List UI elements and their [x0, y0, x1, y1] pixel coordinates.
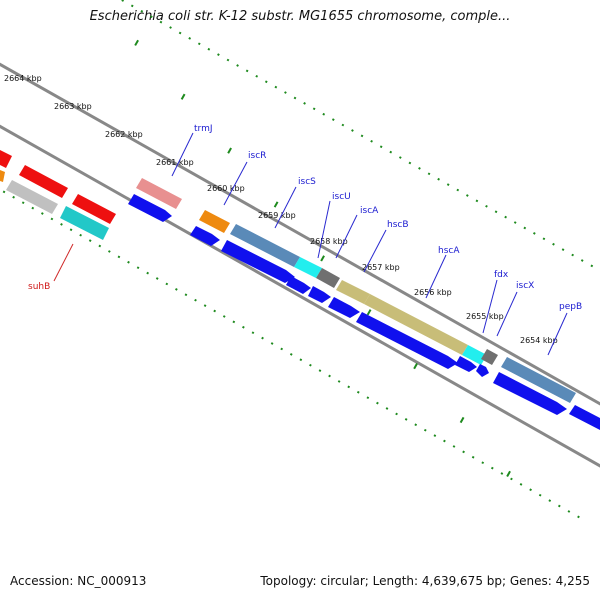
- gene-label-hscB[interactable]: hscB: [387, 220, 409, 230]
- gene-label-iscA[interactable]: iscA: [360, 206, 379, 216]
- gene-features[interactable]: [0, 150, 600, 430]
- leader-line: [482, 279, 498, 334]
- gene-hscA-cds[interactable]: [356, 312, 458, 369]
- inner-dotted-guide: [0, 152, 581, 519]
- leader-line: [496, 291, 518, 337]
- ruler-ticks: [134, 39, 511, 477]
- gene-fdx[interactable]: [462, 345, 487, 365]
- gene-labels[interactable]: trmJ iscR iscS iscU iscA hscB hscA fdx i…: [28, 124, 582, 356]
- gene-iscX-cds[interactable]: [476, 364, 489, 377]
- gene-red-2[interactable]: [72, 194, 116, 224]
- gene-hscB[interactable]: [336, 280, 370, 304]
- backbone-line-inner: [0, 74, 600, 472]
- major-tick: [506, 470, 511, 477]
- gene-iscA[interactable]: [316, 268, 340, 288]
- outer-dotted-guide: [63, 0, 600, 294]
- major-tick: [320, 255, 325, 262]
- gene-iscU-cds[interactable]: [286, 276, 311, 294]
- gene-pepB[interactable]: [501, 357, 576, 403]
- leader-line: [425, 254, 447, 299]
- scale-labels: 2664 kbp 2663 kbp 2662 kbp 2661 kbp 2660…: [4, 74, 558, 345]
- backbone-line-outer: [0, 27, 600, 425]
- major-tick: [227, 147, 232, 154]
- gene-cyan-suhB[interactable]: [60, 206, 109, 240]
- gene-grey-1[interactable]: [6, 180, 58, 214]
- kbp-label: 2660 kbp: [207, 184, 245, 193]
- gene-trmJ[interactable]: [136, 178, 182, 209]
- gene-label-iscU[interactable]: iscU: [332, 192, 351, 202]
- gene-orange-left[interactable]: [0, 170, 5, 182]
- gene-iscR[interactable]: [199, 210, 230, 233]
- gene-iscS-cds[interactable]: [221, 240, 295, 283]
- topology-text: Topology: circular; Length: 4,639,675 bp…: [260, 574, 590, 588]
- kbp-label: 2658 kbp: [310, 237, 348, 246]
- accession-text: Accession: NC_000913: [10, 574, 147, 588]
- kbp-label: 2663 kbp: [54, 102, 92, 111]
- gene-iscA-cds[interactable]: [308, 286, 331, 303]
- gene-hscB-cds[interactable]: [328, 297, 360, 318]
- leader-line: [335, 214, 358, 259]
- major-tick: [366, 309, 372, 316]
- gene-iscU[interactable]: [294, 257, 322, 278]
- gene-label-iscS[interactable]: iscS: [298, 177, 316, 187]
- gene-trmJ-cds[interactable]: [128, 194, 172, 222]
- leader-line: [223, 161, 248, 206]
- gene-label-iscX[interactable]: iscX: [516, 281, 534, 291]
- kbp-label: 2656 kbp: [414, 288, 452, 297]
- gene-iscS[interactable]: [230, 224, 300, 267]
- gene-hscA[interactable]: [364, 294, 468, 355]
- gene-label-iscR[interactable]: iscR: [248, 151, 266, 161]
- gene-red-1[interactable]: [19, 165, 68, 198]
- gene-fdx-cds[interactable]: [455, 356, 477, 372]
- kbp-label: 2659 kbp: [258, 211, 296, 220]
- map-rotated-group: [0, 0, 600, 519]
- leader-line: [274, 186, 297, 229]
- kbp-label: 2657 kbp: [362, 263, 400, 272]
- major-tick: [180, 93, 186, 100]
- leader-line: [547, 312, 568, 356]
- major-tick: [413, 363, 418, 370]
- gene-label-hscA[interactable]: hscA: [438, 246, 460, 256]
- kbp-label: 2655 kbp: [466, 312, 504, 321]
- leader-line: [363, 229, 387, 273]
- leader-line: [171, 132, 194, 177]
- leader-line: [53, 243, 74, 282]
- kbp-label: 2661 kbp: [156, 158, 194, 167]
- gene-label-fdx[interactable]: fdx: [494, 270, 509, 280]
- gene-label-trmJ[interactable]: trmJ: [194, 124, 213, 134]
- gene-iscX[interactable]: [481, 349, 498, 365]
- kbp-label: 2662 kbp: [105, 130, 143, 139]
- major-tick: [459, 416, 465, 424]
- kbp-label: 2654 kbp: [520, 336, 558, 345]
- major-tick: [134, 39, 139, 46]
- leader-line: [317, 200, 331, 259]
- kbp-label: 2664 kbp: [4, 74, 42, 83]
- major-tick: [273, 201, 279, 208]
- gene-iscR-cds[interactable]: [190, 226, 220, 246]
- map-title: Escherichia coli str. K-12 substr. MG165…: [89, 9, 511, 24]
- gene-label-pepB[interactable]: pepB: [559, 302, 582, 312]
- gene-pepB-cds[interactable]: [493, 372, 567, 415]
- gene-red-top-left[interactable]: [0, 150, 12, 168]
- gene-label-suhB[interactable]: suhB: [28, 282, 50, 292]
- gene-right-cds[interactable]: [569, 405, 600, 430]
